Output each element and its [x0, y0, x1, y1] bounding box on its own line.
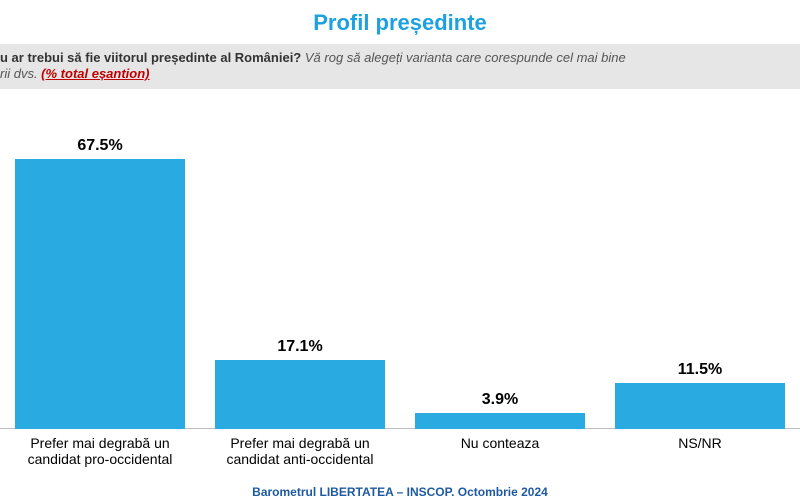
bar-column: 3.9% [400, 109, 600, 429]
bar-value-label: 17.1% [277, 338, 322, 356]
bars-row: 67.5% 17.1% 3.9% 11.5% [0, 109, 800, 429]
bar-value-label: 11.5% [678, 361, 722, 379]
question-line2-prefix: rii dvs. [0, 66, 41, 81]
bar-column: 17.1% [200, 109, 400, 429]
bar [215, 360, 385, 428]
chart-footer: Barometrul LIBERTATEA – INSCOP. Octombri… [0, 485, 800, 499]
bar [615, 383, 785, 429]
x-axis-labels: Prefer mai degrabă un candidat pro-occid… [0, 435, 800, 467]
bar-column: 11.5% [600, 109, 800, 429]
x-axis-label: Nu conteaza [400, 435, 600, 467]
question-instruction: Vă rog să alegeți varianta care corespun… [305, 50, 626, 65]
question-main-text: u ar trebui să fie viitorul președinte a… [0, 50, 301, 65]
question-note: (% total eșantion) [41, 66, 149, 81]
chart-title: Profil președinte [0, 0, 800, 44]
x-axis-label: Prefer mai degrabă un candidat pro-occid… [0, 435, 200, 467]
bar-value-label: 3.9% [482, 391, 518, 409]
x-axis-label: Prefer mai degrabă un candidat anti-occi… [200, 435, 400, 467]
bar [415, 413, 585, 429]
bar-column: 67.5% [0, 109, 200, 429]
question-band: u ar trebui să fie viitorul președinte a… [0, 44, 800, 89]
bar [15, 159, 185, 429]
bar-chart: 67.5% 17.1% 3.9% 11.5% [0, 109, 800, 429]
x-axis-label: NS/NR [600, 435, 800, 467]
bar-value-label: 67.5% [77, 137, 122, 155]
